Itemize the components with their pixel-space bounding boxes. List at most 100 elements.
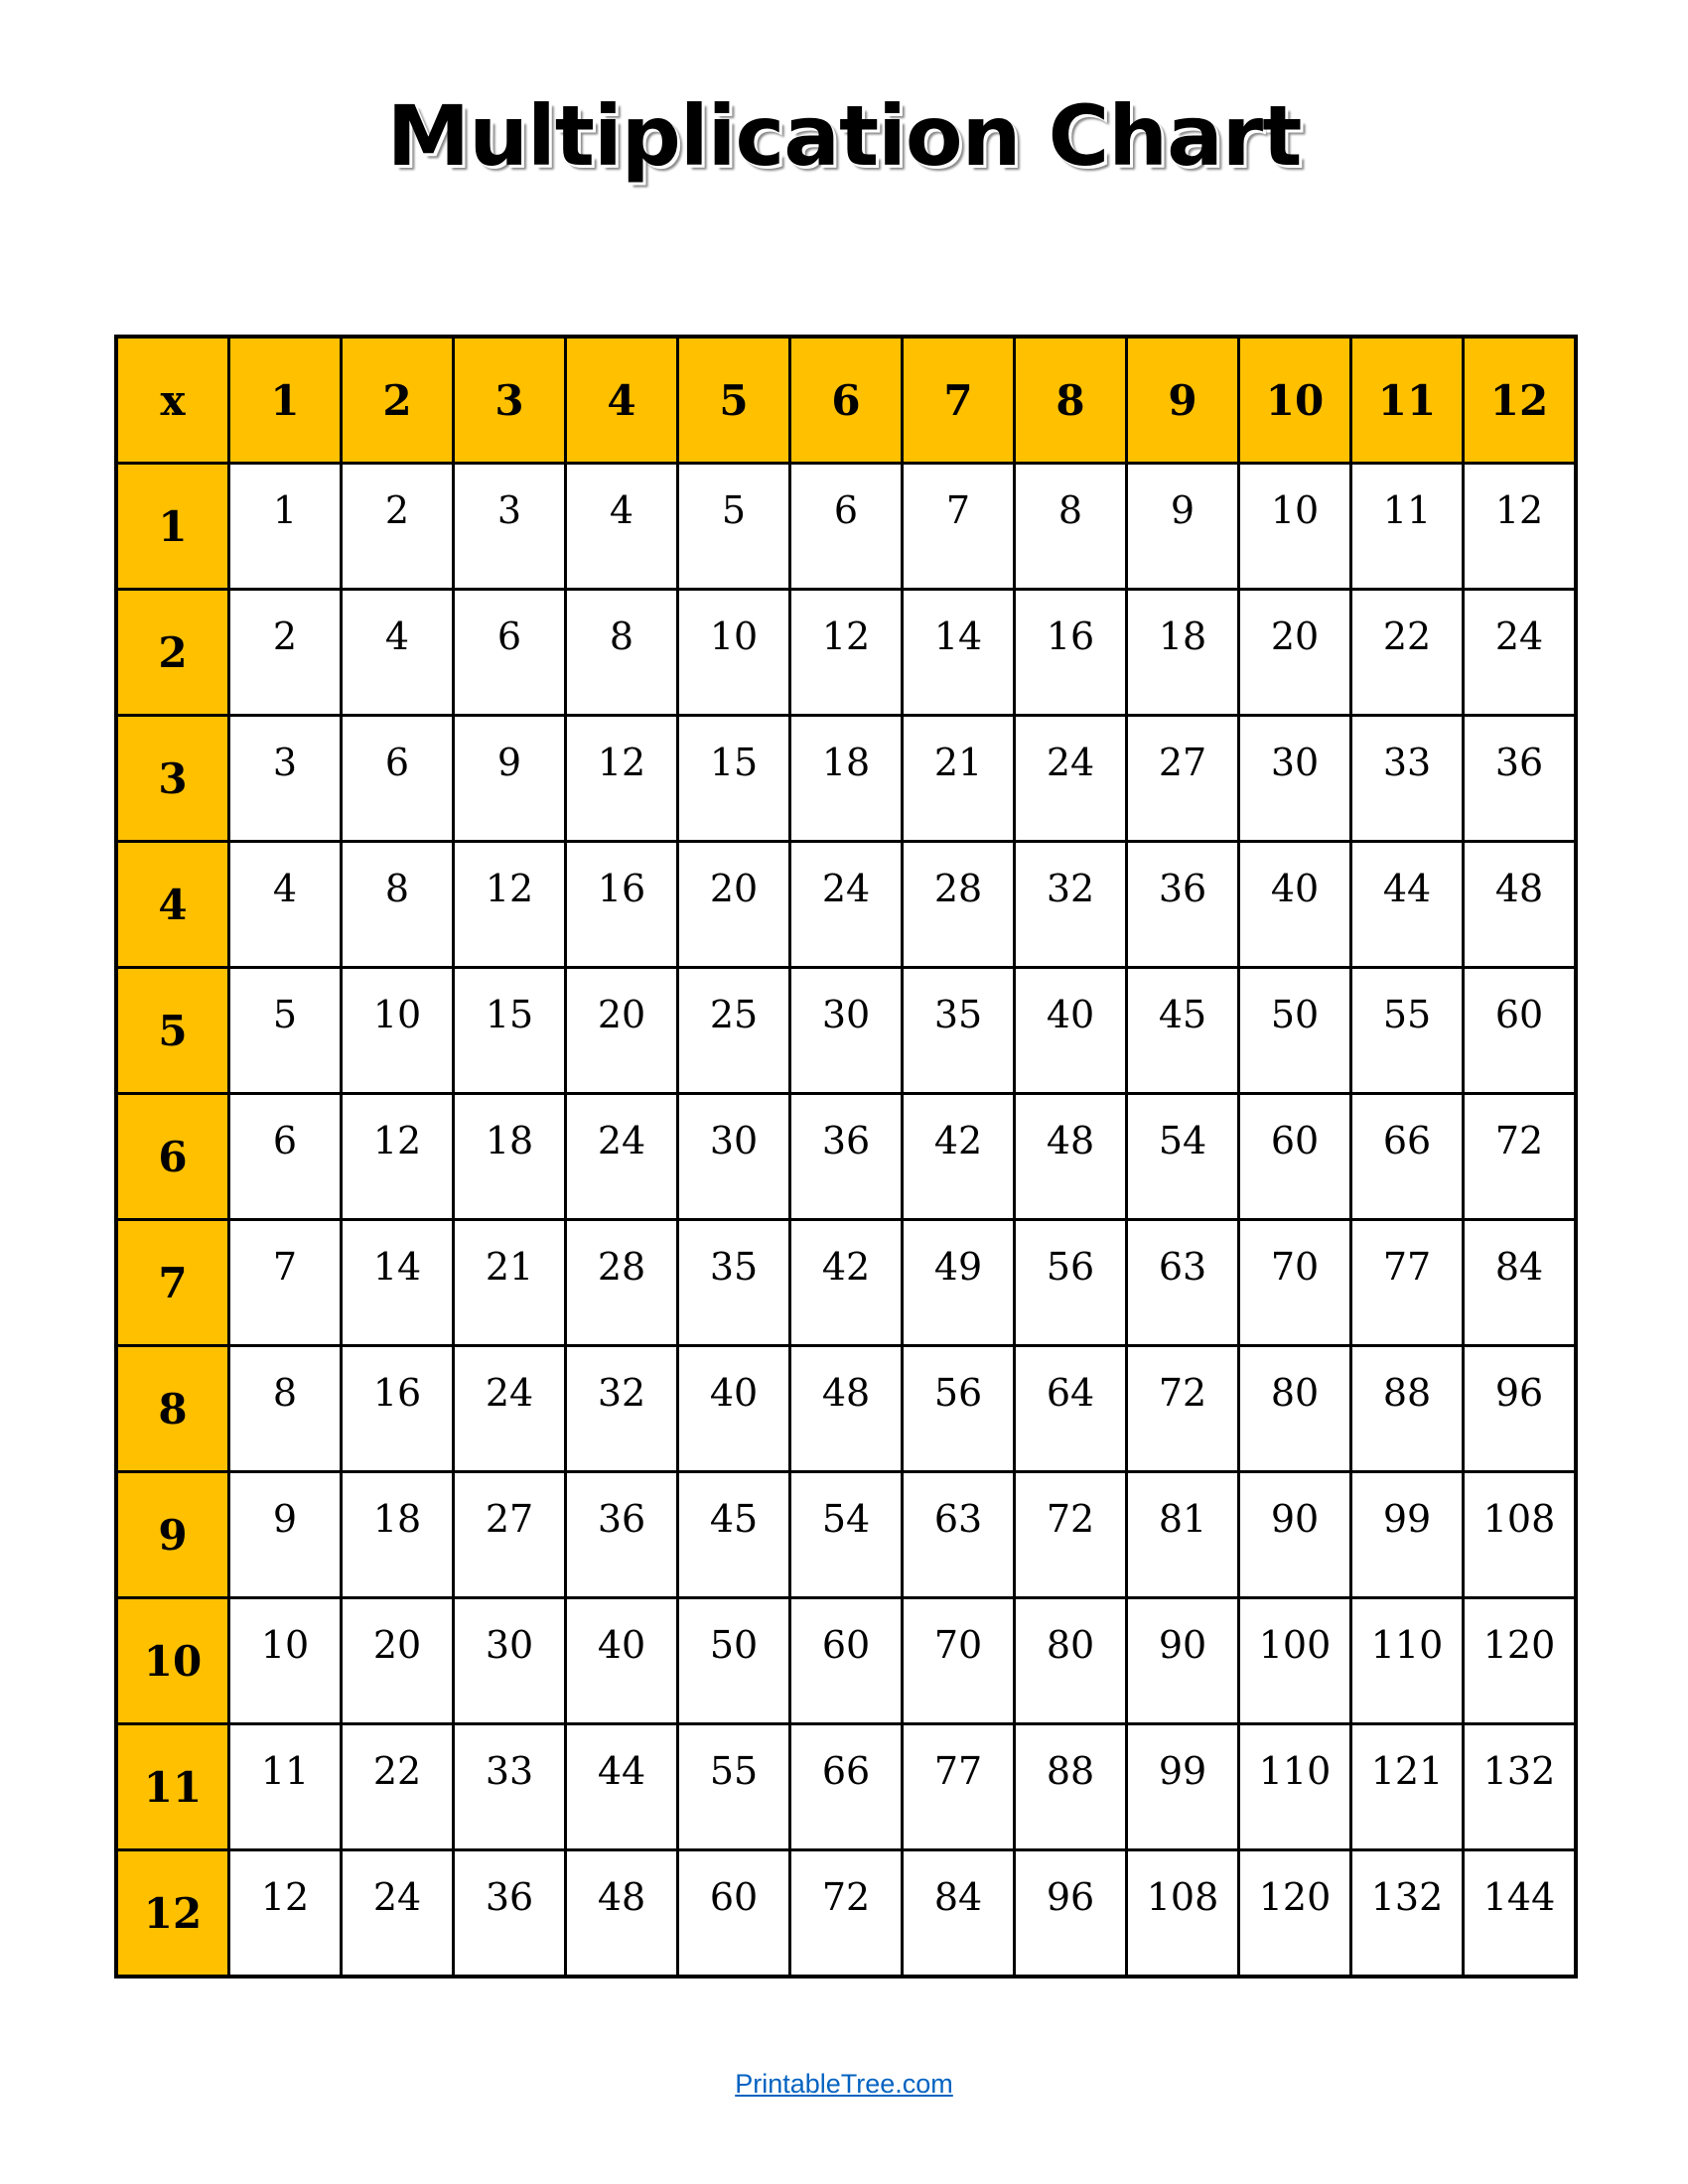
product-cell: 108 [1125, 1848, 1240, 1979]
product-cell: 40 [1013, 966, 1128, 1095]
product-cell: 21 [452, 1218, 567, 1347]
row-header: 4 [114, 840, 230, 969]
product-cell: 49 [901, 1218, 1016, 1347]
product-cell: 2 [227, 588, 343, 717]
product-cell: 48 [564, 1848, 679, 1979]
product-cell: 54 [1125, 1092, 1240, 1221]
column-header: 4 [564, 335, 679, 465]
product-cell: 120 [1462, 1596, 1578, 1725]
product-cell: 36 [1462, 714, 1578, 843]
column-header: 5 [676, 335, 791, 465]
product-cell: 50 [676, 1596, 791, 1725]
product-cell: 12 [340, 1092, 455, 1221]
product-cell: 40 [676, 1344, 791, 1473]
product-cell: 14 [901, 588, 1016, 717]
product-cell: 8 [564, 588, 679, 717]
product-cell: 48 [788, 1344, 904, 1473]
product-cell: 80 [1237, 1344, 1352, 1473]
product-cell: 18 [340, 1470, 455, 1599]
product-cell: 24 [1013, 714, 1128, 843]
product-cell: 60 [1237, 1092, 1352, 1221]
product-cell: 33 [1349, 714, 1465, 843]
product-cell: 20 [1237, 588, 1352, 717]
corner-cell: x [114, 335, 230, 465]
product-cell: 36 [452, 1848, 567, 1979]
column-header: 9 [1125, 335, 1240, 465]
product-cell: 36 [564, 1470, 679, 1599]
row-header: 8 [114, 1344, 230, 1473]
product-cell: 22 [1349, 588, 1465, 717]
product-cell: 48 [1013, 1092, 1128, 1221]
product-cell: 55 [676, 1722, 791, 1851]
product-cell: 55 [1349, 966, 1465, 1095]
product-cell: 16 [564, 840, 679, 969]
product-cell: 132 [1462, 1722, 1578, 1851]
product-cell: 20 [564, 966, 679, 1095]
product-cell: 45 [676, 1470, 791, 1599]
product-cell: 12 [1462, 462, 1578, 591]
column-header: 3 [452, 335, 567, 465]
product-cell: 30 [1237, 714, 1352, 843]
row-header: 6 [114, 1092, 230, 1221]
column-header: 7 [901, 335, 1016, 465]
product-cell: 81 [1125, 1470, 1240, 1599]
product-cell: 35 [676, 1218, 791, 1347]
column-header: 2 [340, 335, 455, 465]
product-cell: 14 [340, 1218, 455, 1347]
product-cell: 9 [1125, 462, 1240, 591]
printabletree-link[interactable]: PrintableTree.com [735, 2069, 953, 2099]
table-row: 5 5 10 15 20 25 30 35 40 45 50 55 60 [114, 966, 1578, 1095]
product-cell: 6 [227, 1092, 343, 1221]
product-cell: 18 [1125, 588, 1240, 717]
product-cell: 25 [676, 966, 791, 1095]
row-header: 1 [114, 462, 230, 591]
product-cell: 70 [901, 1596, 1016, 1725]
column-header: 12 [1462, 335, 1578, 465]
column-header: 6 [788, 335, 904, 465]
product-cell: 4 [340, 588, 455, 717]
product-cell: 10 [340, 966, 455, 1095]
header-row: x 1 2 3 4 5 6 7 8 9 10 11 12 [114, 335, 1578, 465]
product-cell: 96 [1462, 1344, 1578, 1473]
table-row: 3 3 6 9 12 15 18 21 24 27 30 33 36 [114, 714, 1578, 843]
product-cell: 63 [901, 1470, 1016, 1599]
product-cell: 12 [564, 714, 679, 843]
product-cell: 90 [1125, 1596, 1240, 1725]
product-cell: 27 [1125, 714, 1240, 843]
product-cell: 99 [1125, 1722, 1240, 1851]
product-cell: 28 [901, 840, 1016, 969]
column-header: 11 [1349, 335, 1465, 465]
product-cell: 33 [452, 1722, 567, 1851]
product-cell: 54 [788, 1470, 904, 1599]
product-cell: 12 [452, 840, 567, 969]
product-cell: 9 [227, 1470, 343, 1599]
table-row: 10 10 20 30 40 50 60 70 80 90 100 110 120 [114, 1596, 1578, 1725]
product-cell: 5 [227, 966, 343, 1095]
product-cell: 20 [676, 840, 791, 969]
product-cell: 66 [788, 1722, 904, 1851]
product-cell: 60 [1462, 966, 1578, 1095]
table-row: 8 8 16 24 32 40 48 56 64 72 80 88 96 [114, 1344, 1578, 1473]
product-cell: 7 [227, 1218, 343, 1347]
product-cell: 42 [788, 1218, 904, 1347]
product-cell: 8 [340, 840, 455, 969]
product-cell: 15 [676, 714, 791, 843]
product-cell: 70 [1237, 1218, 1352, 1347]
column-header: 10 [1237, 335, 1352, 465]
row-header: 10 [114, 1596, 230, 1725]
product-cell: 108 [1462, 1470, 1578, 1599]
product-cell: 36 [1125, 840, 1240, 969]
product-cell: 84 [901, 1848, 1016, 1979]
product-cell: 77 [901, 1722, 1016, 1851]
product-cell: 36 [788, 1092, 904, 1221]
product-cell: 32 [1013, 840, 1128, 969]
product-cell: 8 [1013, 462, 1128, 591]
product-cell: 64 [1013, 1344, 1128, 1473]
product-cell: 12 [227, 1848, 343, 1979]
product-cell: 96 [1013, 1848, 1128, 1979]
product-cell: 20 [340, 1596, 455, 1725]
product-cell: 44 [1349, 840, 1465, 969]
table-row: 9 9 18 27 36 45 54 63 72 81 90 99 108 [114, 1470, 1578, 1599]
product-cell: 28 [564, 1218, 679, 1347]
product-cell: 60 [676, 1848, 791, 1979]
